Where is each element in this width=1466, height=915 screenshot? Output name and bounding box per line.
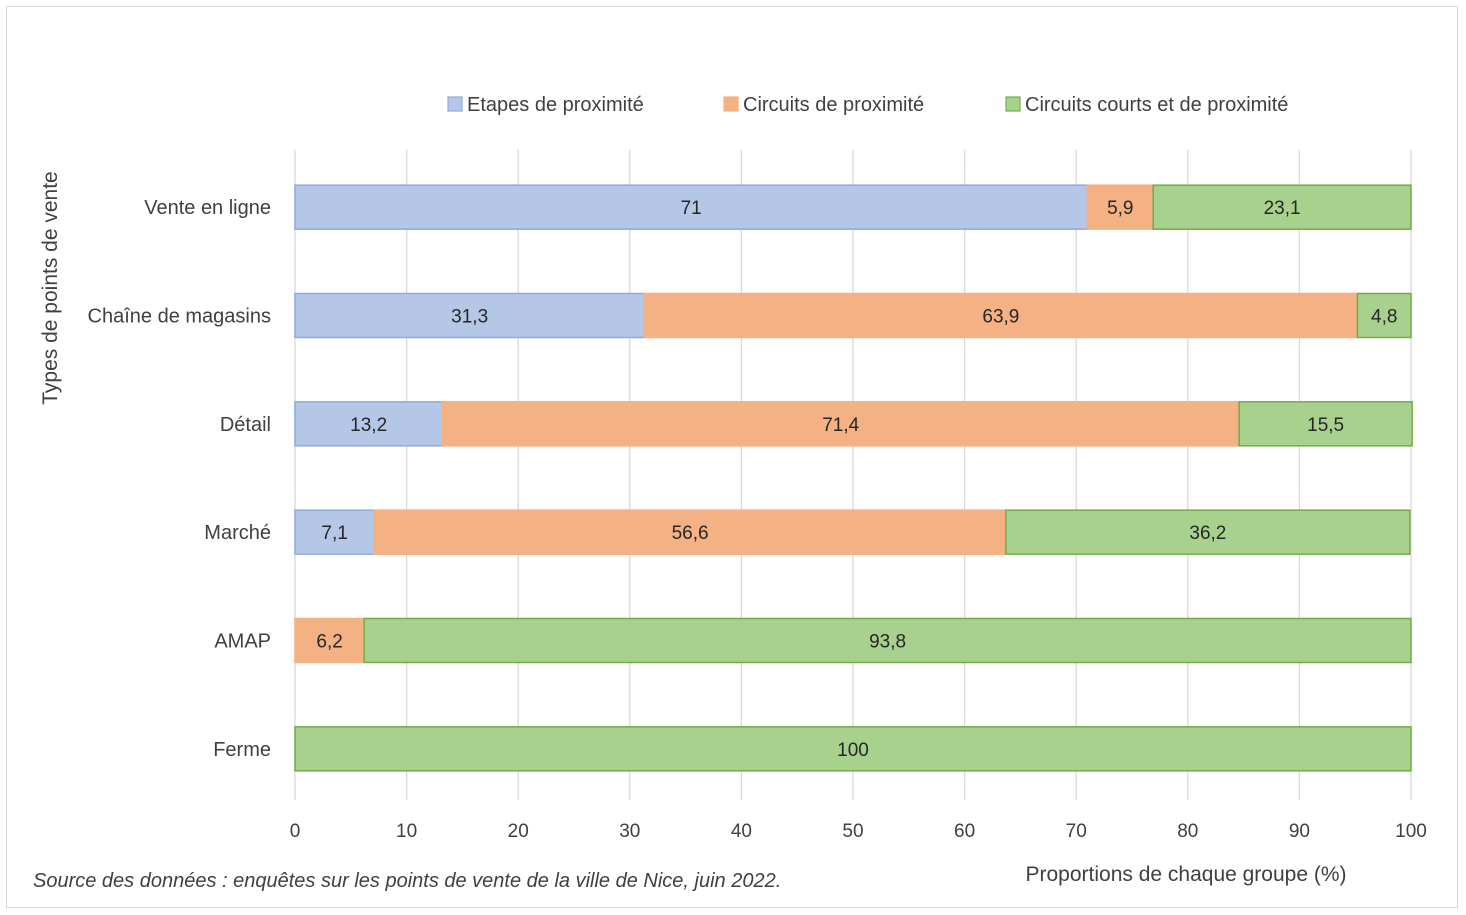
legend-label: Circuits courts et de proximité: [1025, 94, 1288, 116]
bar-value-label: 4,8: [1371, 306, 1397, 327]
bar-segment: [294, 292, 646, 339]
x-tick-label: 70: [1066, 821, 1087, 842]
bar-value-label: 13,2: [350, 415, 387, 436]
x-tick-label: 60: [954, 821, 975, 842]
bar-value-label: 15,5: [1307, 415, 1344, 436]
gridlines: [294, 150, 1412, 800]
bar-value-label: 71: [681, 198, 702, 219]
category-label: Ferme: [213, 739, 271, 761]
bar-value-label: 71,4: [822, 415, 859, 436]
bar-segment: [1238, 401, 1413, 447]
bar-segment: [294, 726, 1412, 772]
bar-value-label: 56,6: [672, 523, 709, 544]
y-axis-title: Types de points de vente: [39, 171, 62, 405]
bars: [294, 184, 1413, 772]
bar-value-label: 31,3: [451, 306, 488, 327]
bar-segment: [363, 617, 1412, 664]
bar-segment: [294, 509, 375, 555]
x-tick-label: 80: [1177, 821, 1198, 842]
category-label: Vente en ligne: [144, 197, 271, 219]
bar-value-label: 5,9: [1107, 198, 1133, 219]
bar-segment: [373, 509, 1007, 555]
legend-label: Circuits de proximité: [743, 94, 924, 116]
bar-value-label: 23,1: [1264, 198, 1301, 219]
bar-value-label: 36,2: [1189, 523, 1226, 544]
bar-segment: [1356, 292, 1412, 339]
bar-segment: [643, 292, 1359, 339]
legend-swatch: [1005, 96, 1021, 112]
x-tick-label: 20: [508, 821, 529, 842]
bar-segment: [1152, 184, 1412, 230]
category-label: Détail: [220, 414, 271, 436]
x-tick-label: 100: [1395, 821, 1427, 842]
category-label: Marché: [204, 522, 271, 544]
x-tick-label: 30: [619, 821, 640, 842]
legend-label: Etapes de proximité: [467, 94, 644, 116]
x-tick-label: 0: [290, 821, 301, 842]
x-tick-label: 40: [731, 821, 752, 842]
bar-value-label: 7,1: [321, 523, 347, 544]
bar-value-label: 6,2: [316, 631, 342, 652]
x-tick-label: 50: [842, 821, 863, 842]
bar-value-label: 100: [837, 740, 869, 761]
x-axis-title: Proportions de chaque groupe (%): [1025, 863, 1346, 886]
x-tick-labels: 0 10 20 30 40 50 60 70 80 90 100: [290, 821, 1427, 842]
bar-segment: [1005, 509, 1411, 555]
bar-segment: [441, 401, 1240, 447]
category-labels: Vente en ligne Chaîne de magasins Détail Ma…: [88, 197, 271, 761]
bar-segment: [294, 184, 1089, 230]
category-label: AMAP: [214, 630, 271, 652]
bar-segment: [294, 617, 365, 664]
legend-swatch: [723, 96, 739, 112]
bar-value-label: 63,9: [982, 306, 1019, 327]
category-label: Chaîne de magasins: [88, 305, 271, 327]
x-tick-label: 90: [1289, 821, 1310, 842]
legend-swatch: [447, 96, 463, 112]
bar-labels: 71 5,9 23,1 31,3 63,9 4,8 13,2 71,4 15,5 7,1 56,6 3…: [316, 198, 1397, 761]
bar-value-label: 93,8: [869, 631, 906, 652]
legend: Etapes de proximité Circuits de proximité…: [447, 94, 1288, 116]
x-tick-label: 10: [396, 821, 417, 842]
source-note: Source des données : enquêtes sur les po…: [33, 870, 781, 892]
